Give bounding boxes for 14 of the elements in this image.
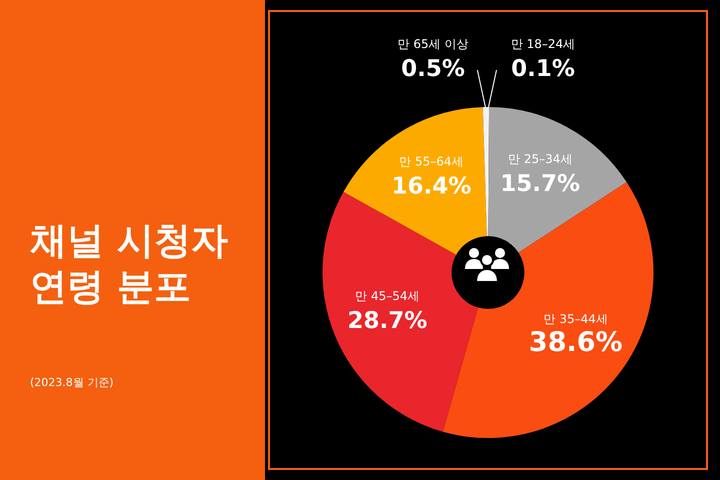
data-label: 15.7%	[500, 170, 580, 197]
slice-label: 만 65세 이상	[398, 37, 468, 51]
data-label: 16.4%	[391, 173, 472, 200]
text: (2023.8월 기준)	[30, 375, 114, 390]
slice-label: 만 18–24세	[510, 37, 576, 51]
slice-label: 만 35–44세	[544, 312, 608, 326]
slice-label: 만 25–34세	[508, 152, 572, 166]
text: 채널 시청자 연령 분포	[30, 218, 229, 310]
slice-label: 만 45–54세	[355, 289, 420, 304]
slice-label: 만 55–64세	[399, 154, 464, 168]
data-label: 0.1%	[511, 56, 575, 82]
data-label: 0.5%	[401, 56, 465, 82]
data-label: 28.7%	[347, 308, 428, 334]
data-label: 38.6%	[528, 327, 623, 358]
